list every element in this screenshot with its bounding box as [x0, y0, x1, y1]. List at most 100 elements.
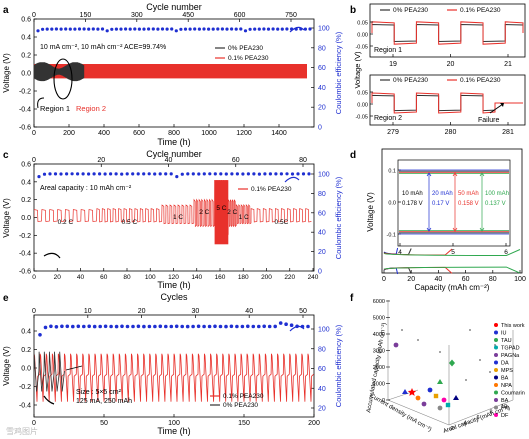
ce-point — [103, 324, 108, 329]
panel-b-top-legend-01pct: 0.1% PEA230 — [460, 7, 501, 14]
panel-e-xlabel: Time (h) — [157, 426, 190, 436]
legend-label: DF — [501, 413, 509, 419]
tick-label: 50 — [299, 308, 307, 315]
inset-capacity-label: 20 mAh — [432, 191, 453, 197]
tick-label: 750 — [285, 12, 297, 19]
ce-point — [224, 324, 228, 329]
tick-label: 200 — [308, 420, 320, 427]
ce-point — [128, 27, 132, 31]
ce-point — [147, 27, 151, 31]
tick-label: 30 — [192, 308, 200, 315]
ce-point — [179, 27, 183, 31]
tick-label: 80 — [318, 346, 326, 353]
panel-a-annotation-rate: 10 mA cm⁻², 10 mAh cm⁻² — [40, 44, 123, 51]
ce-point — [91, 27, 95, 31]
panel-f-xlabel: Areal capacity (mAh cm⁻²) — [443, 405, 511, 435]
capacity-curve — [383, 249, 521, 274]
ce-point — [211, 27, 215, 31]
tick-label: -0.6 — [19, 269, 31, 276]
scatter-point — [449, 359, 455, 367]
tick-label: 200 — [261, 274, 272, 281]
tick-label: 1200 — [236, 130, 252, 137]
ce-point — [158, 172, 162, 176]
ce-point — [235, 324, 239, 329]
rate-label: 1 C — [173, 214, 183, 221]
panel-d-ylabel: Voltage (V) — [366, 192, 375, 232]
tick-label: 0.4 — [21, 179, 31, 186]
tick-label: 10 — [84, 308, 92, 315]
tick-label: 40 — [165, 157, 173, 164]
tick-label: 20 — [318, 406, 326, 413]
tick-label: 100 — [168, 420, 180, 427]
panel-b-top-traces — [371, 21, 524, 45]
tick-label: -0.4 — [19, 251, 31, 258]
ce-point — [114, 27, 118, 31]
panel-b-failure: Failure — [478, 117, 500, 124]
tick-label: 0.0 — [21, 215, 31, 222]
tick-label: 0 — [382, 276, 386, 283]
ce-point — [77, 27, 82, 31]
ce-point — [225, 27, 229, 31]
rate-label: 1 C — [239, 214, 249, 221]
tick-label: 4 — [398, 249, 402, 256]
ce-point — [50, 27, 54, 31]
ce-point — [185, 324, 190, 329]
tick-label: 8 — [489, 410, 492, 416]
tick-label: 0 — [32, 130, 36, 137]
tick-label: 800 — [168, 130, 180, 137]
ce-point — [87, 324, 91, 329]
ce-point — [251, 324, 256, 329]
rate-label: 0.5 C — [122, 219, 138, 226]
scatter-point — [437, 379, 443, 384]
ce-point — [285, 27, 289, 31]
inset-voltage-label: 0.137 V — [485, 201, 506, 207]
tick-label: -0.4 — [19, 107, 31, 114]
tick-label: 40 — [318, 386, 326, 393]
ce-point — [280, 27, 284, 31]
inset-capacity-label: 50 mAh — [458, 191, 479, 197]
tick-label: 19 — [389, 61, 397, 68]
tick-label: 100 — [514, 276, 526, 283]
legend-marker — [494, 345, 498, 350]
tick-label: 50 — [100, 420, 108, 427]
panel-a-legend-0pct: 0% PEA230 — [228, 45, 263, 52]
panel-c-rate-labels: 0.2 C 0.5 C1 C2 C5 C2 C1 C0.5C — [58, 205, 289, 226]
tick-label: 1000 — [201, 130, 217, 137]
ce-point — [169, 172, 173, 176]
ce-point — [41, 27, 45, 31]
tick-label: 150 — [238, 420, 250, 427]
ce-point — [131, 172, 135, 176]
ce-point — [289, 323, 294, 328]
panel-e-letter: e — [3, 293, 9, 304]
tick-label: 60 — [462, 276, 470, 283]
tick-label: 6 — [504, 249, 508, 256]
panel-a-ylabel: Voltage (V) — [2, 53, 11, 93]
scatter-point — [469, 329, 471, 331]
ce-point — [180, 324, 184, 329]
ce-point — [170, 27, 174, 31]
panel-c: c Cycle number 0 20 40 60 80 0 20 40 60 80 100 120… — [2, 149, 343, 290]
ce-point — [109, 172, 113, 176]
ce-point — [230, 27, 234, 31]
ce-point — [82, 27, 86, 31]
panel-e-x-ticks: 0 50 100 150 200 — [32, 414, 320, 427]
tick-label: 0.0 — [21, 366, 31, 373]
tick-label: 0.00 — [357, 103, 368, 109]
rate-5c-block — [214, 180, 229, 245]
panel-d-x-ticks: 0 20 40 60 80 100 — [382, 270, 526, 283]
ce-point — [252, 172, 256, 176]
panel-d-curves — [383, 247, 521, 275]
scatter-point — [489, 371, 491, 373]
tick-label: 5 — [451, 249, 455, 256]
ce-point — [279, 172, 283, 176]
ce-point — [114, 324, 119, 329]
ce-point — [268, 172, 272, 176]
ce-point — [87, 27, 91, 31]
tick-label: 100 — [145, 274, 156, 281]
panel-a-region-ellipse — [53, 58, 73, 100]
tick-label: 80 — [123, 274, 131, 281]
tick-label: -0.2 — [19, 384, 31, 391]
tick-label: 40 — [318, 230, 326, 237]
panel-b-bottom-legend-0pct: 0% PEA230 — [393, 77, 428, 84]
